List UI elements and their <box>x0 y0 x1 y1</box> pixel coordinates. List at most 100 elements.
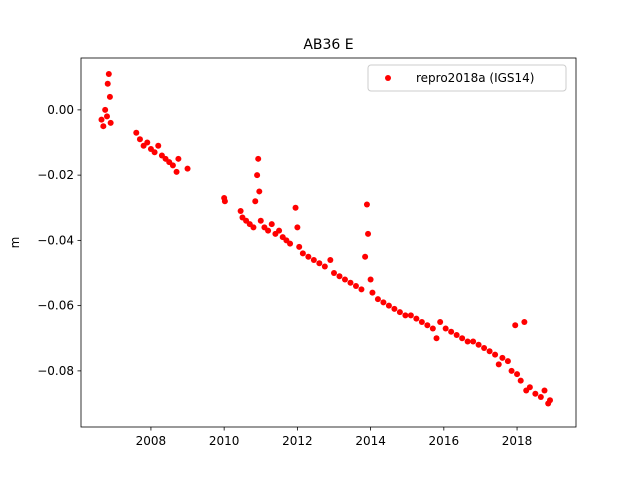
data-point <box>296 243 303 250</box>
data-point <box>499 354 506 361</box>
data-point <box>287 240 294 247</box>
data-point <box>433 335 440 342</box>
data-point <box>369 289 376 296</box>
data-point <box>175 155 182 162</box>
data-point <box>396 309 403 316</box>
legend-marker <box>385 75 391 81</box>
data-point <box>508 367 515 374</box>
data-point <box>341 276 348 283</box>
data-point <box>256 188 263 195</box>
data-point <box>255 155 262 162</box>
x-tick-label: 2016 <box>429 434 460 448</box>
data-point <box>254 172 261 179</box>
data-point <box>98 116 105 123</box>
data-point <box>100 123 107 130</box>
data-point <box>305 253 312 260</box>
x-tick-label: 2008 <box>136 434 167 448</box>
data-point <box>136 136 143 143</box>
data-point <box>504 358 511 365</box>
legend-box <box>367 64 567 92</box>
data-point <box>495 361 502 368</box>
data-point <box>330 270 337 277</box>
data-point <box>276 227 283 234</box>
y-tick-label: −0.06 <box>37 299 74 313</box>
data-point <box>413 315 420 322</box>
data-point <box>268 221 275 228</box>
data-point <box>424 322 431 329</box>
data-point <box>252 198 259 205</box>
y-tick-label: −0.08 <box>37 364 74 378</box>
data-point <box>103 113 110 120</box>
y-tick-label: −0.02 <box>37 168 74 182</box>
data-point <box>365 230 372 237</box>
data-point <box>107 119 114 126</box>
data-point <box>541 387 548 394</box>
data-point <box>347 279 354 286</box>
data-point <box>402 312 409 319</box>
data-point <box>537 393 544 400</box>
data-point <box>418 318 425 325</box>
data-point <box>391 305 398 312</box>
data-point <box>102 106 109 113</box>
data-point <box>294 224 301 231</box>
data-point <box>155 142 162 149</box>
x-tick-label: 2012 <box>282 434 313 448</box>
legend: repro2018a (IGS14) <box>367 64 567 92</box>
data-point <box>105 70 112 77</box>
data-point <box>512 322 519 329</box>
data-point <box>470 338 477 345</box>
data-point <box>184 165 191 172</box>
data-point <box>151 149 158 156</box>
data-point <box>385 302 392 309</box>
data-point <box>453 331 460 338</box>
data-point <box>374 296 381 303</box>
data-point <box>250 224 257 231</box>
data-point <box>475 341 482 348</box>
data-point <box>367 276 374 283</box>
data-point <box>321 263 328 270</box>
data-point <box>299 250 306 257</box>
data-point <box>486 348 493 355</box>
data-point <box>221 198 228 205</box>
data-point <box>237 208 244 215</box>
data-point <box>133 129 140 136</box>
legend-label: repro2018a (IGS14) <box>416 71 534 85</box>
x-tick-label: 2014 <box>355 434 386 448</box>
data-point <box>336 273 343 280</box>
data-point <box>327 256 334 263</box>
data-point <box>492 351 499 358</box>
data-point <box>547 397 554 404</box>
data-point <box>429 325 436 332</box>
data-point <box>292 204 299 211</box>
y-axis-label: m <box>8 237 22 249</box>
data-point <box>437 318 444 325</box>
data-point <box>481 345 488 352</box>
data-point <box>173 168 180 175</box>
data-point <box>380 299 387 306</box>
data-point <box>464 338 471 345</box>
data-point <box>363 201 370 208</box>
data-point <box>106 93 113 100</box>
data-point <box>316 260 323 267</box>
data-point <box>352 283 359 290</box>
data-point <box>169 162 176 169</box>
data-point <box>517 377 524 384</box>
plot-area <box>98 70 554 407</box>
data-point <box>362 253 369 260</box>
chart-title: AB36 E <box>303 37 353 53</box>
data-point <box>257 217 264 224</box>
data-point <box>358 286 365 293</box>
data-point <box>442 325 449 332</box>
axes-frame <box>80 57 577 428</box>
data-point <box>407 312 414 319</box>
data-point <box>526 384 533 391</box>
x-tick-label: 2018 <box>502 434 533 448</box>
data-point <box>144 139 151 146</box>
y-tick-label: −0.04 <box>37 233 74 247</box>
data-point <box>448 328 455 335</box>
data-point <box>104 80 111 87</box>
y-tick-label: 0.00 <box>47 103 74 117</box>
x-tick-label: 2010 <box>209 434 240 448</box>
